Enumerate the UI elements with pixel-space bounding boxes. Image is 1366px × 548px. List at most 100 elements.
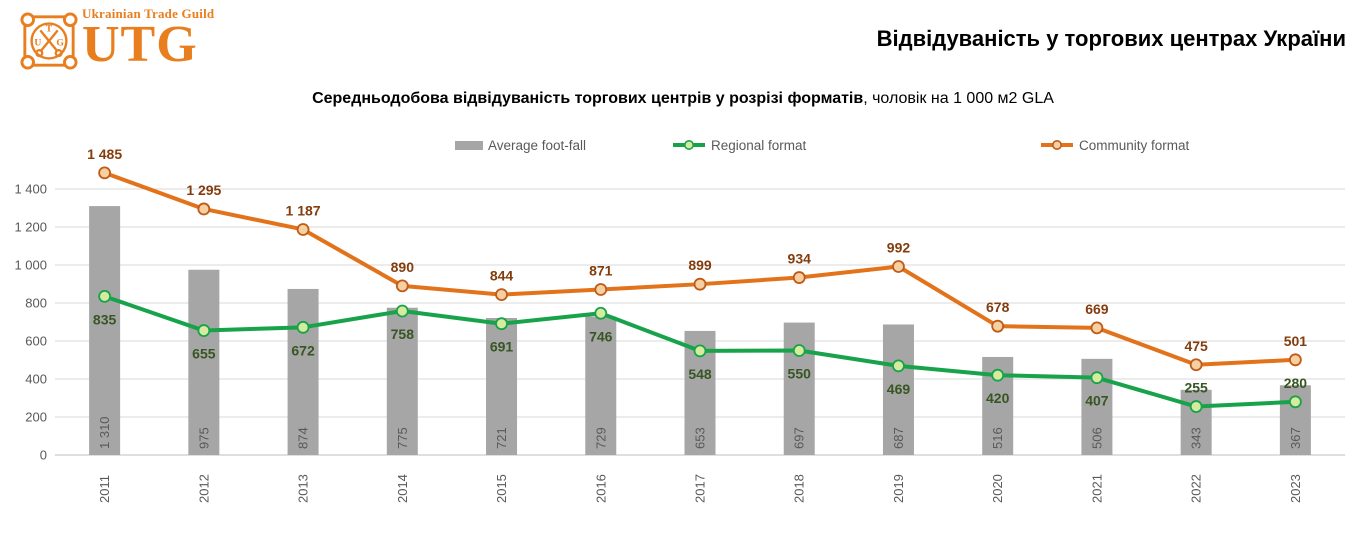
bar-value-2022: 343 [1189,427,1204,449]
x-label-2023: 2023 [1288,474,1303,503]
x-label-2022: 2022 [1189,474,1204,503]
regional-format-value-2014: 758 [391,326,415,342]
regional-format-marker-2013 [296,320,310,334]
regional-format-marker-2023 [1288,395,1302,409]
community-format-marker-2019 [892,260,905,273]
community-format-marker-2012 [197,202,211,216]
community-format-value-2017: 899 [688,257,712,273]
y-tick-1200: 1 200 [14,220,47,235]
community-format-value-2022: 475 [1184,338,1208,354]
utg-emblem-icon: T U G [20,12,78,70]
y-tick-200: 200 [25,410,47,425]
emblem-letter-g: G [56,37,64,48]
y-tick-1400: 1 400 [14,182,47,197]
community-format-value-2013: 1 187 [286,202,321,218]
community-format-value-2011: 1 485 [87,146,122,162]
emblem-letter-u: U [34,37,41,48]
regional-format-value-2021: 407 [1085,393,1109,409]
brand-large-text: UTG [82,16,198,73]
bar-2011 [89,206,121,455]
regional-format-marker-2014 [395,304,409,318]
community-format-marker-2023 [1288,353,1302,367]
community-format-value-2021: 669 [1085,301,1109,317]
bar-swatch-icon [455,140,483,150]
bar-value-2021: 506 [1089,427,1104,449]
legend-item-community-format: Community format [1040,136,1189,154]
community-format-value-2012: 1 295 [186,182,221,198]
bar-2015 [486,318,518,455]
regional-format-value-2019: 469 [887,381,911,397]
community-format-marker-2020 [991,319,1005,333]
regional-format-value-2018: 550 [788,366,812,382]
bar-value-2013: 874 [296,427,311,449]
bar-value-2020: 516 [990,427,1005,449]
community-format-value-2020: 678 [986,299,1010,315]
community-format-marker-2016 [594,283,608,296]
regional-format-marker-2018 [792,344,806,357]
regional-format-marker-2022 [1189,400,1203,413]
regional-format-value-2015: 691 [490,339,514,355]
bar-2013 [287,288,319,455]
bar-2014 [386,307,418,455]
regional-format-marker-2019 [892,359,905,373]
community-format-value-2014: 890 [391,259,415,275]
y-tick-400: 400 [25,372,47,387]
x-label-2016: 2016 [593,474,608,503]
y-tick-1000: 1 000 [14,258,47,273]
legend-label: Average foot-fall [488,137,587,153]
community-format-value-2015: 844 [490,268,514,284]
chart-subtitle-regular: , чоловік на 1 000 м2 GLA [863,90,1054,107]
x-label-2011: 2011 [97,475,112,503]
regional-format-value-2017: 548 [688,366,712,382]
legend-label: Community format [1079,137,1190,153]
community-format-marker-2018 [792,271,806,284]
line-swatch-icon [1041,140,1073,150]
x-label-2017: 2017 [693,474,708,503]
community-format-value-2019: 992 [887,240,911,256]
community-format-value-2018: 934 [788,251,812,267]
y-tick-800: 800 [25,296,47,311]
x-label-2014: 2014 [395,474,410,503]
emblem-letter-t: T [46,23,53,34]
brand-small-text: Ukrainian Trade Guild [82,6,215,21]
regional-format-value-2016: 746 [589,328,613,344]
y-tick-600: 600 [25,334,47,349]
bar-value-2012: 975 [196,427,211,449]
regional-format-value-2020: 420 [986,390,1010,406]
community-format-marker-2011 [98,166,112,180]
bar-2016 [585,316,617,455]
x-label-2013: 2013 [296,474,311,503]
community-format-marker-2017 [693,277,707,291]
legend-label: Regional format [711,137,807,153]
regional-format-value-2023: 280 [1284,375,1308,391]
bar-value-2011: 1 310 [97,416,112,449]
bar-value-2023: 367 [1288,427,1303,449]
regional-format-value-2012: 655 [192,346,216,362]
y-tick-0: 0 [40,448,47,463]
regional-format-marker-2016 [594,306,608,320]
chart-subtitle-bold: Середньодобова відвідуваність торгових ц… [312,90,864,107]
x-label-2019: 2019 [891,474,906,503]
regional-format-value-2022: 255 [1184,380,1208,396]
regional-format-value-2011: 835 [93,311,117,327]
bar-value-2014: 775 [395,427,410,449]
logo-text: Ukrainian Trade Guild UTG [82,6,215,73]
regional-format-marker-2011 [98,289,112,303]
community-format-marker-2014 [395,279,409,293]
community-format-value-2023: 501 [1284,333,1308,349]
bar-2012 [188,269,220,455]
legend-item-average-foot-fall: Average foot-fall [455,136,586,154]
regional-format-value-2013: 672 [291,342,315,358]
bar-value-2018: 697 [792,427,807,449]
line-swatch-icon [673,140,705,150]
x-label-2012: 2012 [196,474,211,503]
community-format-marker-2022 [1189,358,1203,372]
bar-value-2016: 729 [593,427,608,449]
x-label-2015: 2015 [494,474,509,503]
x-label-2020: 2020 [990,474,1005,503]
regional-format-marker-2020 [991,368,1005,382]
bar-value-2017: 653 [693,427,708,449]
regional-format-marker-2012 [197,324,211,337]
chart-subtitle: Середньодобова відвідуваність торгових ц… [0,90,1366,108]
